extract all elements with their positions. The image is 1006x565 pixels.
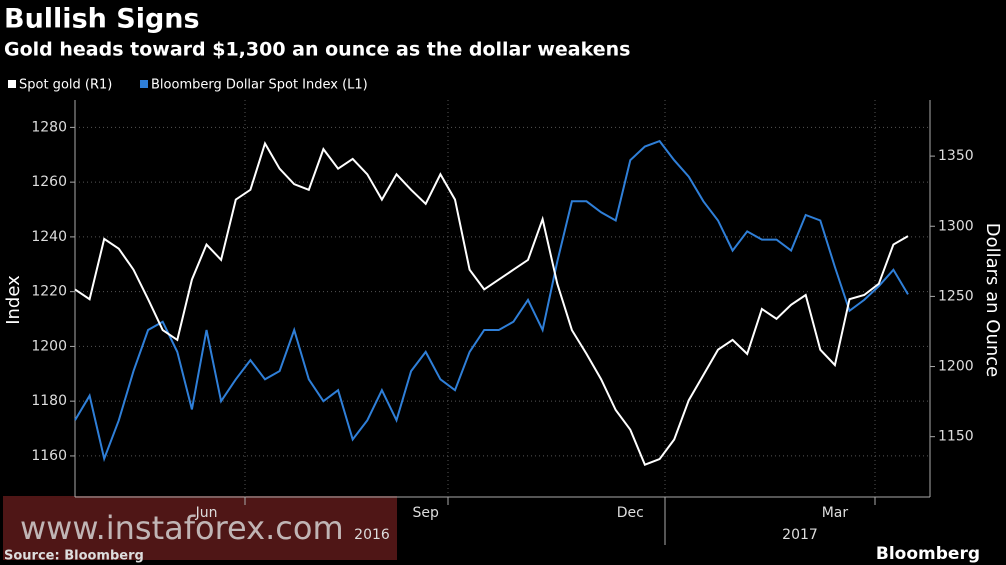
source: Source: Bloomberg: [4, 549, 144, 564]
x-tick-label: Mar: [822, 505, 849, 521]
watermark: www.instaforex.com: [20, 509, 344, 547]
y2-axis-label: Dollars an Ounce: [982, 223, 1003, 378]
legend-swatch: [140, 80, 148, 88]
y-tick-label: 1260: [31, 174, 67, 190]
legend-swatch: [8, 80, 16, 88]
chart-title: Bullish Signs: [4, 4, 200, 35]
x-tick-label: Sep: [413, 505, 440, 521]
y-tick-label: 1180: [31, 393, 67, 409]
y2-tick-label: 1300: [938, 218, 974, 234]
series-line: [74, 139, 909, 463]
y2-tick-label: 1350: [938, 148, 974, 164]
y2-tick-label: 1150: [938, 429, 974, 445]
legend-label: Spot gold (R1): [19, 78, 112, 93]
brand: Bloomberg: [876, 544, 980, 564]
series-line: [74, 141, 909, 466]
legend-label: Bloomberg Dollar Spot Index (L1): [151, 78, 368, 93]
x-tick-label: Jun: [195, 505, 218, 521]
watermark-box: [3, 496, 397, 560]
y-tick-label: 1240: [31, 229, 67, 245]
y-axis-label: Index: [3, 275, 24, 325]
y-tick-label: 1160: [31, 448, 67, 464]
chart-subtitle: Gold heads toward $1,300 an ounce as the…: [4, 39, 630, 61]
y-tick-label: 1200: [31, 338, 67, 354]
y-tick-label: 1280: [31, 119, 67, 135]
year-label: 2017: [782, 527, 818, 543]
y2-tick-label: 1200: [938, 359, 974, 375]
y-tick-label: 1220: [31, 284, 67, 300]
x-tick-label: Dec: [617, 505, 644, 521]
year-label: 2016: [354, 527, 390, 543]
y2-tick-label: 1250: [938, 288, 974, 304]
